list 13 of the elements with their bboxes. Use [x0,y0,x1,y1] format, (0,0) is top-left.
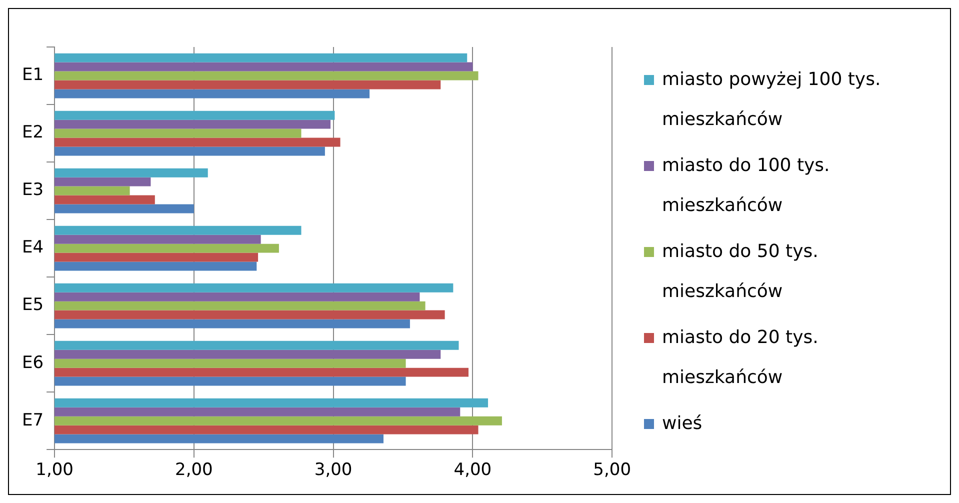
legend-label: wieś [662,412,702,436]
y-tick-label: E2 [22,122,44,143]
x-tick-label: 3,00 [314,460,352,480]
y-tick-label: E3 [22,180,44,200]
y-tick-label: E5 [22,295,44,316]
y-tick-label: E7 [22,410,44,430]
y-tick-label: E6 [22,352,44,373]
x-tick-label: 5,00 [593,460,632,480]
x-tick-label: 2,00 [175,460,213,480]
x-tick-label: 1,00 [36,460,74,480]
x-tick-label: 4,00 [454,460,492,480]
y-tick-label: E1 [22,65,44,86]
y-tick-label: E4 [22,238,44,258]
